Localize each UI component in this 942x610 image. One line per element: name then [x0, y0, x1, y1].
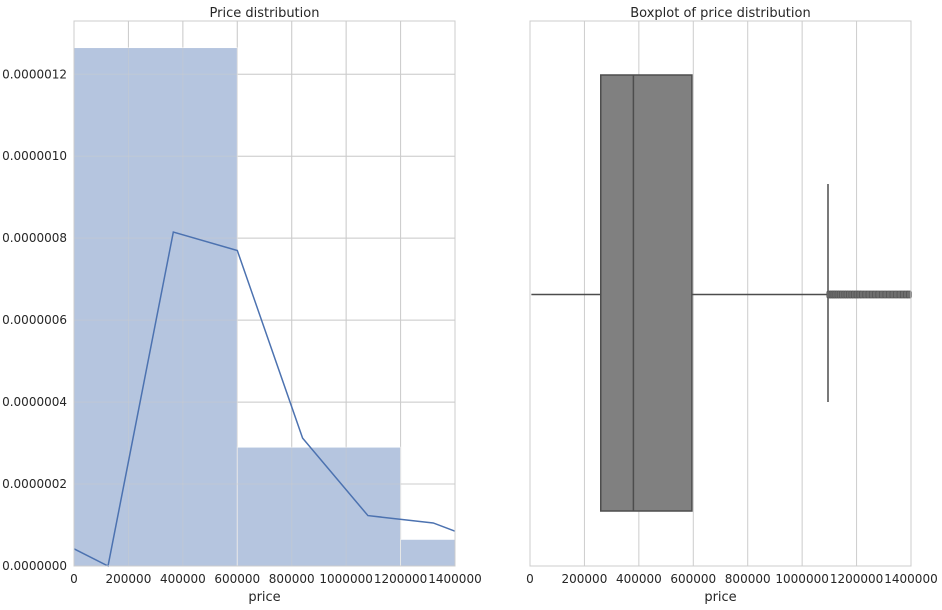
boxplot-x-tick-label: 200000: [562, 572, 608, 586]
histogram-bar: [400, 538, 456, 567]
histogram-bar: [236, 446, 401, 567]
boxplot-plot-border: [529, 20, 912, 567]
kde-density-line: [73, 231, 456, 568]
histogram-x-tick-labels: 0 200000 400000 600000 800000 1000000 1200000 1…: [70, 572, 482, 586]
histogram-bar: [73, 47, 238, 567]
histogram-y-tick-label: 0.0000012: [2, 67, 67, 81]
histogram-x-tick-label: 0: [70, 572, 78, 586]
boxplot-x-tick-labels: 0 200000 400000 600000 800000 1000000 1200000 1…: [526, 572, 938, 586]
histogram-title: Price distribution: [210, 6, 320, 21]
histogram-y-tick-label: 0.0000004: [2, 395, 67, 409]
histogram-y-tick-label: 0.0000006: [2, 313, 67, 327]
histogram-x-axis-label: price: [248, 590, 280, 605]
boxplot-panel: 0 200000 400000 600000 800000 1000000 1200000 1…: [526, 6, 938, 605]
boxplot-title: Boxplot of price distribution: [630, 6, 810, 21]
histogram-x-tick-label: 200000: [106, 572, 152, 586]
histogram-y-tick-label: 0.0000010: [2, 149, 67, 163]
boxplot-x-tick-label: 1400000: [884, 572, 937, 586]
histogram-x-tick-label: 1400000: [428, 572, 481, 586]
boxplot-x-tick-label: 600000: [670, 572, 716, 586]
histogram-y-tick-label: 0.0000002: [2, 477, 67, 491]
interquartile-box: [600, 74, 693, 512]
boxplot-x-axis-label: price: [704, 590, 736, 605]
boxplot-x-tick-label: 1000000: [775, 572, 828, 586]
boxplot-x-tick-label: 1200000: [830, 572, 883, 586]
boxplot-body: [531, 74, 829, 512]
histogram-x-tick-label: 400000: [160, 572, 206, 586]
histogram-y-tick-label: 0.0000000: [2, 559, 67, 573]
boxplot-x-tick-label: 400000: [616, 572, 662, 586]
histogram-x-tick-label: 1200000: [374, 572, 427, 586]
histogram-plot-border: [73, 20, 456, 567]
histogram-panel: 0 200000 400000 600000 800000 1000000 1200000 1…: [2, 6, 482, 605]
histogram-y-tick-label: 0.0000008: [2, 231, 67, 245]
outlier-point: [906, 290, 912, 299]
boxplot-outliers: [826, 290, 912, 299]
histogram-y-tick-labels: 0.0000000 0.0000002 0.0000004 0.0000006 0.00…: [2, 67, 67, 573]
histogram-x-tick-label: 600000: [214, 572, 260, 586]
histogram-x-tick-label: 1000000: [319, 572, 372, 586]
boxplot-x-tick-label: 0: [526, 572, 534, 586]
boxplot-x-tick-label: 800000: [725, 572, 771, 586]
histogram-x-tick-label: 800000: [269, 572, 315, 586]
histogram-bars: [73, 47, 456, 567]
